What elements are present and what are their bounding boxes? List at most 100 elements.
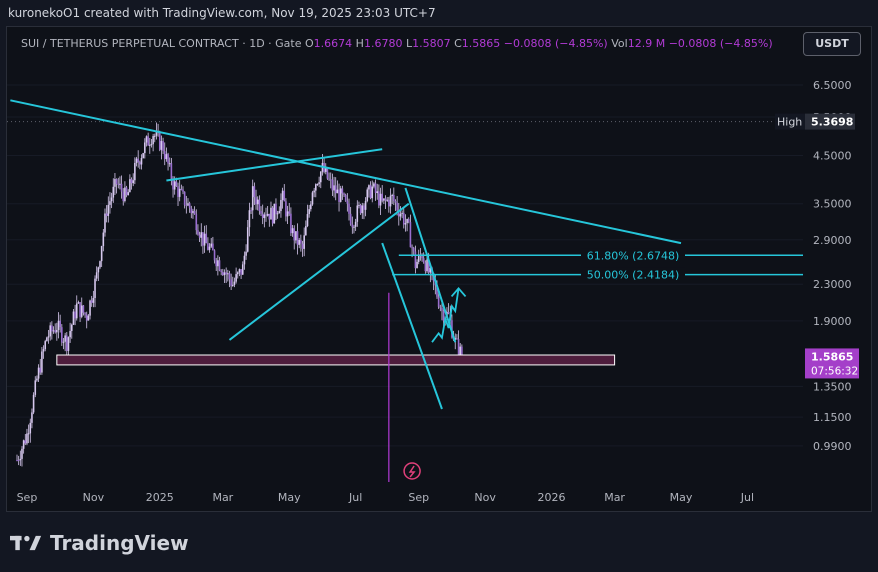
candle-body <box>329 179 332 181</box>
candle-body <box>336 189 339 194</box>
candle-body <box>175 181 178 187</box>
projection-path <box>431 288 460 343</box>
candle-body <box>52 330 55 332</box>
candle-body <box>378 191 380 206</box>
candle-body <box>34 380 37 395</box>
candle-body <box>275 203 277 215</box>
y-tick-label: 6.5000 <box>813 79 852 92</box>
candle-body <box>139 162 141 165</box>
candle-body <box>409 222 412 248</box>
candle-body <box>56 329 58 333</box>
candle-body <box>84 312 86 315</box>
candle-body <box>152 136 154 145</box>
candle-body <box>129 179 131 193</box>
candle-body <box>135 158 138 163</box>
candle-body <box>354 221 357 227</box>
candle-body <box>283 190 286 202</box>
candle-body <box>61 327 63 343</box>
candle-body <box>437 296 440 307</box>
event-lightning-icon[interactable] <box>403 462 421 480</box>
candle-body <box>381 193 383 201</box>
candle-body <box>230 279 232 286</box>
candle-body <box>371 186 374 199</box>
x-tick-label: May <box>278 491 301 504</box>
legend-high: 1.6780 <box>363 37 403 50</box>
fib-level-label: 61.80% (2.6748) <box>587 249 680 262</box>
trendline-rising-lower[interactable] <box>228 202 410 341</box>
candle-body <box>251 186 254 211</box>
chart-area[interactable]: SUI / TETHERUS PERPETUAL CONTRACT · 1D ·… <box>6 26 872 512</box>
candle-body <box>114 179 116 187</box>
candle-body <box>112 186 115 198</box>
candle-body <box>64 335 66 342</box>
legend-symbol[interactable]: SUI / TETHERUS PERPETUAL CONTRACT · 1D ·… <box>21 37 302 50</box>
candle-body <box>142 153 144 159</box>
candle-body <box>51 325 53 332</box>
overlays: 61.80% (2.6748) 50.00% (2.4184) <box>7 99 803 482</box>
legend-o-label: O <box>305 37 314 50</box>
candle-body <box>177 186 179 197</box>
candle-body <box>358 204 360 206</box>
fib-label-bg <box>581 267 685 282</box>
legend-volume-change: −0.0808 (−4.85%) <box>668 37 773 50</box>
candle-body <box>276 213 279 215</box>
fib-level-label: 50.00% (2.4184) <box>587 269 680 282</box>
candle-body <box>359 204 362 214</box>
legend-h-label: H <box>355 37 364 50</box>
candle-body <box>168 163 171 165</box>
candle-body <box>310 204 312 210</box>
candle-body <box>241 264 244 275</box>
candle-body <box>227 273 229 275</box>
candle-body <box>296 231 299 245</box>
candle-body <box>46 337 48 342</box>
legend-close: 1.5865 <box>461 37 501 50</box>
candle-body <box>303 235 305 249</box>
candle-body <box>305 226 307 236</box>
candle-body <box>315 184 317 191</box>
candle-body <box>134 162 136 181</box>
candle-body <box>441 307 443 311</box>
candle-body <box>429 267 432 273</box>
legend-c-label: C <box>454 37 462 50</box>
y-tick-label: 1.3500 <box>813 380 852 393</box>
candle-body <box>236 272 239 275</box>
candle-body <box>109 201 111 205</box>
candle-body <box>195 213 198 231</box>
fib-label-bg <box>581 248 685 263</box>
candle-body <box>402 212 405 225</box>
trendline-channel-upper[interactable] <box>404 187 457 343</box>
trendline-rising-upper[interactable] <box>166 148 383 182</box>
candle-body <box>246 227 249 252</box>
candle-body <box>167 154 169 164</box>
candle-body <box>288 211 291 214</box>
candle-body <box>41 351 43 373</box>
candle-body <box>125 187 128 196</box>
candle-body <box>130 179 133 184</box>
trendline-long-descending[interactable] <box>10 99 682 245</box>
candle-body <box>155 131 158 136</box>
candle-body <box>70 324 73 331</box>
candle-body <box>351 224 354 228</box>
candle-body <box>210 243 213 247</box>
candle-body <box>150 144 153 146</box>
candle-body <box>459 346 462 356</box>
y-tick-label: 3.5000 <box>813 198 852 211</box>
candle-body <box>54 330 56 333</box>
candle-body <box>170 163 173 180</box>
trendline-channel-lower[interactable] <box>381 242 443 410</box>
candle-body <box>94 278 96 299</box>
currency-button[interactable]: USDT <box>803 32 861 56</box>
candle-body <box>27 433 30 435</box>
price-chart[interactable]: 61.80% (2.6748)50.00% (2.4184) 6.50005.5… <box>7 27 871 511</box>
candle-body <box>119 183 121 185</box>
tradingview-wordmark: TradingView <box>50 531 189 555</box>
candle-body <box>364 200 367 210</box>
support-zone[interactable] <box>56 354 616 366</box>
x-tick-label: Jul <box>348 491 362 504</box>
candle-body <box>104 213 106 233</box>
candle-body <box>422 258 425 263</box>
candle-body <box>461 346 463 357</box>
candle-body <box>37 367 40 379</box>
x-tick-label: Sep <box>408 491 429 504</box>
candle-body <box>356 205 359 222</box>
